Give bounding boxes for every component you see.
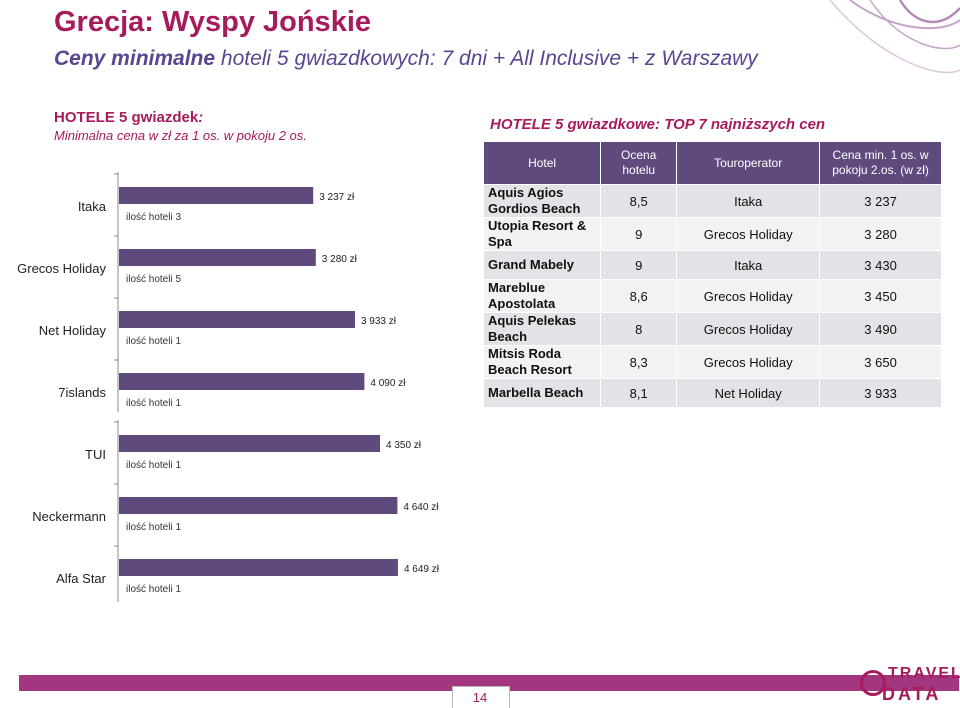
cell-price: 3 490 [819, 312, 942, 346]
price-bar-chart: Itaka 3 237 zł ilość hoteli 3 Grecos Holida… [17, 172, 440, 602]
cell-price: 3 237 [819, 184, 942, 218]
table-row: Aquis Agios Gordios Beach 8,5 Itaka 3 23… [482, 184, 942, 218]
cell-hotel: Utopia Resort & Spa [482, 217, 602, 251]
cell-price: 3 450 [819, 279, 942, 313]
category-label: Alfa Star [56, 571, 107, 586]
col-header-rating: Ocena hotelu [600, 141, 678, 185]
col-header-price: Cena min. 1 os. w pokoju 2.os. (w zł) [819, 141, 942, 185]
cell-hotel: Aquis Pelekas Beach [482, 312, 602, 346]
hotel-count-label: ilość hoteli 1 [126, 460, 181, 471]
table-row: Marbella Beach 8,1 Net Holiday 3 933 [482, 378, 942, 408]
value-label: 3 933 zł [361, 316, 397, 327]
chart-heading-line1: HOTELE 5 gwiazdek [54, 109, 199, 126]
hotel-count-label: ilość hoteli 3 [126, 212, 181, 223]
cell-hotel: Aquis Agios Gordios Beach [482, 184, 602, 218]
cell-operator: Grecos Holiday [676, 217, 821, 251]
bar [119, 187, 314, 204]
cell-operator: Grecos Holiday [676, 345, 821, 379]
bar [119, 373, 365, 390]
bar [119, 311, 355, 328]
logo-word2: DATA [882, 684, 942, 704]
value-label: 4 350 zł [386, 440, 422, 451]
cell-operator: Net Holiday [676, 378, 821, 408]
cell-operator: Grecos Holiday [676, 279, 821, 313]
cell-rating: 8,3 [600, 345, 678, 379]
logo-word1: TRAVEL [888, 665, 960, 682]
bar [119, 435, 380, 452]
page-number-box [452, 686, 510, 708]
value-label: 4 649 zł [404, 564, 440, 575]
travel-data-logo: TRAVEL DATA [858, 664, 960, 707]
cell-hotel: Marbella Beach [482, 378, 602, 408]
table-row: Utopia Resort & Spa 9 Grecos Holiday 3 2… [482, 217, 942, 251]
bar [119, 497, 398, 514]
chart-heading-suffix: : [198, 109, 204, 126]
category-label: Grecos Holiday [17, 261, 106, 276]
page-subtitle: Ceny minimalne hoteli 5 gwiazdkowych: 7 … [54, 47, 758, 71]
cell-operator: Itaka [676, 250, 821, 280]
category-label: 7islands [58, 385, 106, 400]
cell-hotel: Mitsis Roda Beach Resort [482, 345, 602, 379]
table-row: Mitsis Roda Beach Resort 8,3 Grecos Holi… [482, 345, 942, 379]
bar [119, 559, 398, 576]
hotel-count-label: ilość hoteli 5 [126, 274, 181, 285]
table-row: Aquis Pelekas Beach 8 Grecos Holiday 3 4… [482, 312, 942, 346]
category-label: Itaka [78, 199, 107, 214]
top7-hotels-table: Hotel Ocena hotelu Touroperator Cena min… [482, 141, 942, 408]
category-label: Net Holiday [39, 323, 107, 338]
value-label: 4 090 zł [370, 378, 406, 389]
page-number: 14 [472, 690, 488, 705]
table-row: Grand Mabely 9 Itaka 3 430 [482, 250, 942, 280]
value-label: 4 640 zł [403, 502, 439, 513]
cell-rating: 8,6 [600, 279, 678, 313]
decorative-arcs [829, 0, 960, 74]
table-row: Mareblue Apostolata 8,6 Grecos Holiday 3… [482, 279, 942, 313]
cell-rating: 8 [600, 312, 678, 346]
cell-rating: 8,1 [600, 378, 678, 408]
hotel-count-label: ilość hoteli 1 [126, 398, 181, 409]
cell-price: 3 430 [819, 250, 942, 280]
chart-heading-line2: Minimalna cena w zł za 1 os. w pokoju 2 … [54, 128, 307, 143]
cell-operator: Itaka [676, 184, 821, 218]
value-label: 3 237 zł [319, 192, 355, 203]
cell-operator: Grecos Holiday [676, 312, 821, 346]
subtitle-rest: hoteli 5 gwiazdkowych: 7 dni + All Inclu… [215, 47, 758, 70]
page-title: Grecja: Wyspy Jońskie [54, 6, 372, 38]
cell-hotel: Mareblue Apostolata [482, 279, 602, 313]
chart-heading: HOTELE 5 gwiazdek: Minimalna cena w zł z… [54, 109, 307, 143]
category-label: Neckermann [32, 509, 106, 524]
hotel-count-label: ilość hoteli 1 [126, 584, 181, 595]
logo-globe-icon [860, 670, 886, 696]
value-label: 3 280 zł [322, 254, 358, 265]
category-label: TUI [85, 447, 106, 462]
subtitle-lead: Ceny minimalne [54, 47, 216, 70]
cell-price: 3 933 [819, 378, 942, 408]
cell-rating: 8,5 [600, 184, 678, 218]
hotel-count-label: ilość hoteli 1 [126, 522, 181, 533]
cell-price: 3 280 [819, 217, 942, 251]
cell-rating: 9 [600, 217, 678, 251]
cell-price: 3 650 [819, 345, 942, 379]
cell-hotel: Grand Mabely [482, 250, 602, 280]
footer-bar [19, 675, 959, 691]
hotel-count-label: ilość hoteli 1 [126, 336, 181, 347]
bar [119, 249, 316, 266]
col-header-hotel: Hotel [482, 141, 602, 185]
col-header-operator: Touroperator [676, 141, 821, 185]
table-heading: HOTELE 5 gwiazdkowe: TOP 7 najniższych c… [490, 116, 826, 133]
cell-rating: 9 [600, 250, 678, 280]
